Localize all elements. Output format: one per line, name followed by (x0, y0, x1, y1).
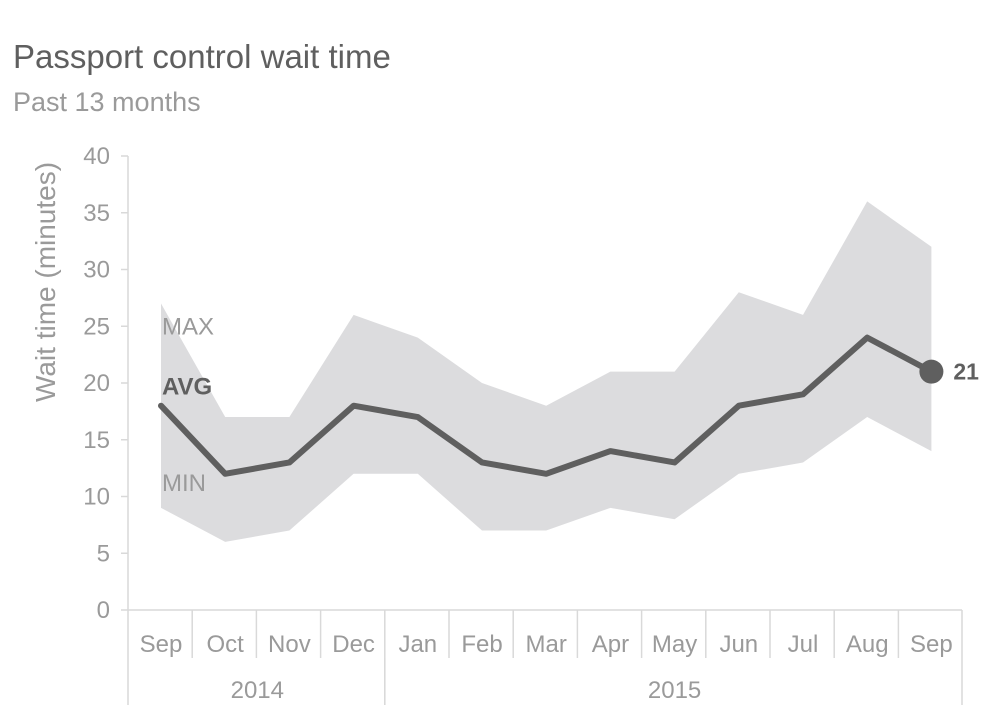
y-tick-label: 25 (83, 313, 110, 340)
year-label: 2014 (231, 677, 284, 704)
y-tick-label: 0 (97, 597, 110, 624)
avg-end-point (919, 359, 944, 384)
x-tick-label: Feb (461, 631, 502, 658)
x-tick-label: Nov (268, 631, 311, 658)
x-tick-label: May (652, 631, 697, 658)
x-tick-label: Sep (140, 631, 183, 658)
y-tick-label: 40 (83, 143, 110, 170)
y-tick-label: 20 (83, 370, 110, 397)
avg-series-label: AVG (162, 373, 212, 400)
y-axis-label: Wait time (minutes) (30, 162, 61, 402)
y-tick-label: 10 (83, 484, 110, 511)
x-tick-label: Jun (719, 631, 758, 658)
max-series-label: MAX (162, 313, 214, 340)
y-tick-label: 35 (83, 200, 110, 227)
y-tick-label: 5 (97, 540, 110, 567)
y-tick-label: 15 (83, 427, 110, 454)
avg-line (158, 334, 935, 477)
min-max-band (161, 201, 932, 542)
avg-end-value-label: 21 (953, 359, 979, 385)
x-tick-label: Mar (526, 631, 567, 658)
chart-subtitle: Past 13 months (13, 87, 201, 117)
x-tick-label: Dec (332, 631, 375, 658)
x-tick-label: Aug (846, 631, 889, 658)
x-tick-label: Jul (788, 631, 819, 658)
y-tick-label: 30 (83, 257, 110, 284)
x-tick-label: Sep (910, 631, 953, 658)
x-tick-label: Jan (398, 631, 437, 658)
x-tick-label: Apr (592, 631, 629, 658)
min-series-label: MIN (162, 470, 206, 497)
x-tick-label: Oct (207, 631, 245, 658)
year-label: 2015 (648, 677, 701, 704)
chart-title: Passport control wait time (13, 38, 391, 75)
